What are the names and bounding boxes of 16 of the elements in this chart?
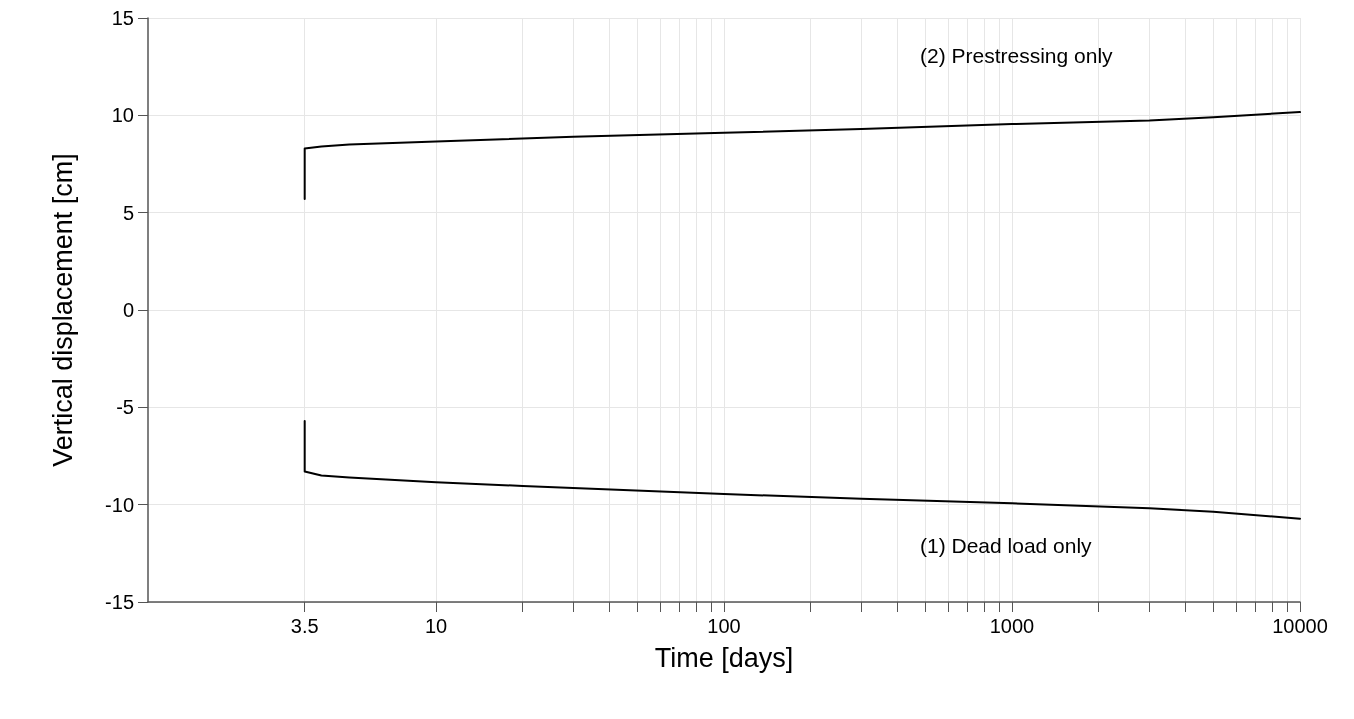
x-tick-label: 3.5 (290, 615, 319, 637)
x-tick-label: 10 (424, 615, 448, 637)
y-tick-label: 10 (111, 104, 134, 127)
x-axis-title: Time [days] (654, 642, 794, 673)
y-tick-label: -5 (116, 396, 134, 419)
annotation: (1) Dead load only (920, 533, 1093, 557)
x-tick-label: 10000 (1272, 615, 1328, 637)
y-tick-label: 0 (122, 299, 134, 321)
x-tick-label: 1000 (989, 615, 1035, 637)
y-tick-label: -15 (105, 591, 134, 613)
y-tick-label: -10 (105, 493, 134, 516)
x-tick-label: 100 (707, 615, 741, 637)
y-tick-label: 5 (122, 201, 134, 224)
y-tick-label: 15 (111, 7, 134, 29)
annotation: (2) Prestressing only (920, 43, 1114, 67)
y-axis-title: Vertical displacement [cm] (47, 153, 78, 467)
